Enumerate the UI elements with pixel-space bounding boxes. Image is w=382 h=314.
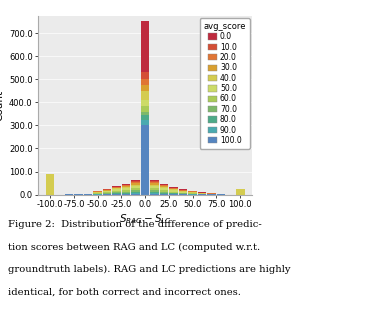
Bar <box>217 194 225 195</box>
Bar <box>112 191 121 192</box>
Bar <box>141 111 149 115</box>
Bar <box>131 182 140 183</box>
Bar <box>160 185 168 186</box>
Bar <box>160 190 168 192</box>
Bar <box>188 193 197 194</box>
Bar <box>112 187 121 188</box>
Bar <box>65 194 73 195</box>
Bar <box>103 190 112 191</box>
Bar <box>169 188 178 189</box>
Bar <box>122 193 130 194</box>
Bar <box>160 188 168 190</box>
Bar <box>169 190 178 192</box>
Bar <box>188 191 197 192</box>
Bar <box>131 190 140 192</box>
Bar <box>151 190 159 192</box>
Bar <box>169 192 178 193</box>
Bar <box>131 186 140 188</box>
Text: tion scores between RAG and LC (computed w.r.t.: tion scores between RAG and LC (computed… <box>8 242 260 252</box>
Bar <box>112 189 121 191</box>
Bar <box>141 85 149 91</box>
Bar <box>122 194 130 195</box>
Bar <box>169 187 178 188</box>
Bar <box>131 185 140 186</box>
Bar <box>131 188 140 190</box>
Bar <box>141 72 149 78</box>
Bar <box>141 106 149 111</box>
Bar <box>179 191 188 192</box>
Bar <box>122 188 130 190</box>
Bar <box>131 180 140 181</box>
Bar <box>122 184 130 185</box>
Bar <box>141 91 149 100</box>
Bar <box>151 180 159 181</box>
Bar <box>151 182 159 183</box>
Bar <box>198 193 207 194</box>
Bar <box>131 183 140 185</box>
Bar <box>122 186 130 187</box>
Bar <box>141 115 149 120</box>
Text: Figure 2:  Distribution of the difference of predic-: Figure 2: Distribution of the difference… <box>8 220 261 229</box>
Bar <box>141 125 149 195</box>
Bar <box>141 78 149 85</box>
Bar <box>131 181 140 182</box>
Bar <box>160 187 168 188</box>
Bar <box>151 181 159 182</box>
Bar <box>151 183 159 185</box>
Bar <box>112 186 121 187</box>
Bar <box>141 120 149 125</box>
Y-axis label: Count: Count <box>0 89 5 121</box>
Bar <box>122 192 130 193</box>
Bar <box>151 192 159 193</box>
Bar <box>169 194 178 195</box>
Bar <box>122 187 130 188</box>
Bar <box>160 186 168 187</box>
Bar <box>160 193 168 194</box>
Bar <box>131 193 140 195</box>
Bar <box>160 184 168 185</box>
Bar <box>103 191 112 192</box>
Bar <box>179 190 188 191</box>
Bar <box>122 185 130 186</box>
Text: groundtruth labels). RAG and LC predictions are highly: groundtruth labels). RAG and LC predicti… <box>8 265 290 274</box>
Bar <box>93 193 102 194</box>
Bar <box>93 192 102 193</box>
Bar <box>151 188 159 190</box>
Bar <box>141 21 149 72</box>
Bar <box>151 186 159 188</box>
Text: identical, for both correct and incorrect ones.: identical, for both correct and incorrec… <box>8 288 241 297</box>
Bar <box>131 192 140 193</box>
Bar <box>160 194 168 195</box>
Bar <box>160 192 168 193</box>
Bar <box>112 192 121 193</box>
Bar <box>112 194 121 195</box>
Bar <box>46 174 54 195</box>
Bar <box>169 189 178 190</box>
Bar <box>112 188 121 189</box>
Legend: 0.0, 10.0, 20.0, 30.0, 40.0, 50.0, 60.0, 70.0, 80.0, 90.0, 100.0: 0.0, 10.0, 20.0, 30.0, 40.0, 50.0, 60.0,… <box>200 18 250 149</box>
Bar <box>141 100 149 106</box>
Bar <box>188 192 197 193</box>
Bar <box>179 192 188 193</box>
Bar <box>112 193 121 194</box>
Bar <box>236 189 244 195</box>
Bar <box>103 192 112 193</box>
Bar <box>179 193 188 194</box>
Bar <box>151 185 159 186</box>
Bar <box>179 189 188 190</box>
X-axis label: $S_{RAG} - S_{LC}$: $S_{RAG} - S_{LC}$ <box>119 212 172 226</box>
Bar <box>151 193 159 195</box>
Bar <box>103 193 112 194</box>
Bar <box>169 193 178 194</box>
Bar <box>122 190 130 192</box>
